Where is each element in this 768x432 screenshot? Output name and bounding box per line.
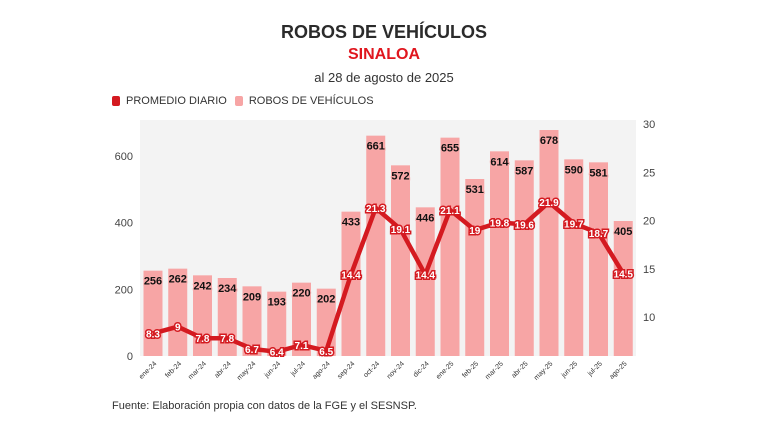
x-tick-label: ene-25	[435, 360, 455, 380]
left-tick-label: 400	[115, 218, 133, 230]
bar	[539, 130, 559, 356]
bar-value-label: 661	[367, 141, 385, 153]
x-tick-label: jun-24	[263, 360, 282, 379]
bar-value-label: 655	[441, 143, 459, 155]
right-tick-label: 25	[643, 167, 655, 179]
bar-value-label: 234	[218, 283, 237, 295]
line-value-label: 6.5	[319, 347, 333, 358]
bar-value-label: 220	[292, 288, 310, 300]
x-tick-label: dic-24	[412, 360, 431, 379]
bar	[440, 137, 460, 356]
bar	[143, 270, 163, 356]
bar-value-label: 581	[589, 167, 607, 179]
line-value-label: 7.8	[196, 334, 210, 345]
x-tick-label: ago-24	[311, 360, 331, 380]
x-tick-label: may-24	[236, 360, 258, 382]
line-value-label: 18.7	[589, 229, 609, 240]
bar-value-label: 433	[342, 217, 360, 229]
x-tick-label: ago-25	[608, 360, 628, 380]
bar-value-label: 446	[416, 212, 434, 224]
line-value-label: 9	[175, 323, 181, 334]
left-tick-label: 600	[115, 151, 133, 163]
right-tick-label: 20	[643, 216, 655, 228]
line-value-label: 7.8	[220, 334, 234, 345]
x-tick-label: ene-24	[138, 360, 158, 380]
line-value-label: 21.3	[366, 204, 386, 215]
line-value-label: 14.5	[614, 270, 634, 281]
x-tick-label: oct-24	[362, 360, 381, 379]
bar	[267, 291, 287, 356]
right-tick-label: 15	[643, 264, 655, 276]
line-series	[152, 199, 626, 354]
bar-value-label: 531	[466, 184, 484, 196]
line-value-label: 7.1	[295, 341, 309, 352]
bar-value-label: 590	[565, 164, 583, 176]
x-tick-label: abr-24	[213, 360, 232, 379]
line-value-label: 21.1	[440, 206, 460, 217]
line-value-label: 19	[469, 226, 481, 237]
bar	[564, 159, 584, 356]
line-value-label: 19.6	[515, 220, 535, 231]
x-tick-label: jul-25	[586, 360, 604, 378]
bar-value-label: 256	[144, 276, 162, 288]
x-tick-label: jul-24	[289, 360, 307, 378]
x-tick-label: mar-24	[187, 360, 208, 381]
right-tick-label: 30	[643, 119, 655, 131]
bar-value-label: 587	[515, 165, 533, 177]
x-tick-label: jun-25	[560, 360, 579, 379]
plot-background	[140, 120, 636, 356]
bar	[242, 286, 262, 356]
right-tick-label: 10	[643, 312, 655, 324]
bar-value-label: 209	[243, 291, 261, 303]
bar	[490, 151, 509, 356]
legend-swatch-bar	[234, 96, 243, 106]
legend-label-line: PROMEDIO DIARIO	[126, 95, 227, 107]
x-tick-label: sep-24	[336, 360, 356, 380]
line-value-label: 14.4	[416, 271, 436, 282]
x-tick-label: feb-25	[461, 360, 480, 379]
bar	[613, 221, 633, 356]
line-value-label: 8.3	[146, 329, 160, 340]
line-value-label: 19.7	[564, 219, 584, 230]
left-tick-label: 200	[115, 284, 133, 296]
x-tick-label: feb-24	[164, 360, 183, 379]
bar-value-label: 614	[490, 156, 509, 168]
bar-value-label: 242	[193, 280, 211, 292]
chart-subtitle: SINALOA	[348, 46, 420, 63]
left-tick-label: 0	[127, 351, 133, 363]
x-tick-label: nov-24	[386, 360, 406, 380]
bar-value-label: 405	[614, 226, 632, 238]
bar	[589, 162, 608, 356]
bar	[366, 135, 386, 356]
bar	[292, 282, 311, 356]
chart-title: ROBOS DE VEHÍCULOS	[280, 22, 488, 42]
bar-value-label: 572	[391, 170, 409, 182]
legend: PROMEDIO DIARIO ROBOS DE VEHÍCULOS	[112, 95, 374, 107]
bar	[415, 207, 435, 356]
bar-value-label: 202	[317, 294, 335, 306]
chart-date: al 28 de agosto de 2025	[314, 70, 454, 85]
bar	[341, 211, 361, 356]
line-value-label: 19.8	[490, 218, 510, 229]
bar	[465, 179, 485, 356]
bar-value-label: 193	[268, 297, 286, 309]
line-value-label: 21.9	[539, 198, 559, 209]
legend-swatch-line	[112, 96, 120, 106]
bar	[391, 165, 410, 356]
line-value-label: 14.4	[341, 271, 361, 282]
line-value-label: 6.7	[245, 345, 259, 356]
source-note: Fuente: Elaboración propia con datos de …	[112, 400, 417, 412]
bar-value-label: 262	[169, 274, 187, 286]
line-value-label: 19.1	[391, 225, 411, 236]
x-tick-label: abr-25	[510, 360, 529, 379]
legend-label-bar: ROBOS DE VEHÍCULOS	[248, 95, 374, 107]
bar	[514, 160, 534, 356]
x-tick-label: mar-25	[484, 360, 505, 381]
bar-value-label: 678	[540, 135, 558, 147]
x-tick-label: may-25	[533, 360, 555, 382]
line-value-label: 6.4	[270, 348, 284, 359]
bar	[168, 268, 188, 356]
